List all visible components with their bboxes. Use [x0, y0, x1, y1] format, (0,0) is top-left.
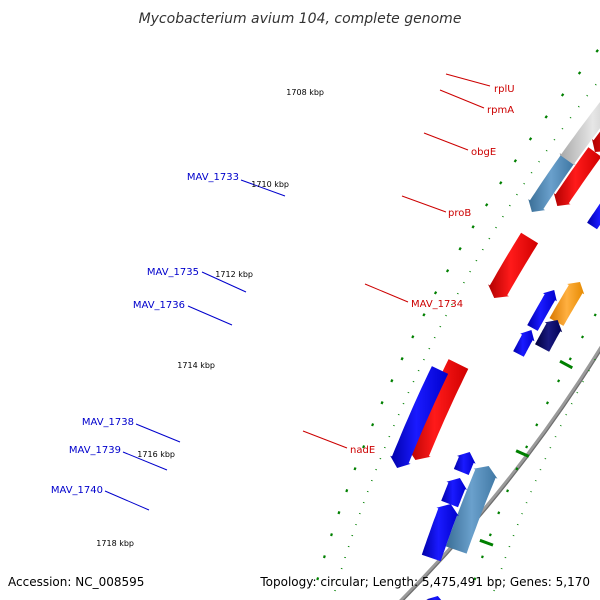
gene-label-proB[interactable]: proB	[448, 208, 471, 219]
kbp-label-1714: 1714 kbp	[177, 361, 215, 370]
gene-nadE-red	[406, 359, 469, 460]
gene-MAV_1736-blue	[513, 330, 535, 357]
gene-label-MAV_1740[interactable]: MAV_1740	[51, 485, 103, 496]
forward-gene-labels: rplU rpmA obgE proB MAV_1734 nadE	[350, 84, 515, 456]
gene-proB-steel	[528, 155, 574, 212]
inner-tick-track	[473, 313, 597, 581]
outer-minor-ticks	[334, 83, 597, 592]
gene-label-MAV_1736[interactable]: MAV_1736	[133, 300, 185, 311]
connector-minus-0	[240, 179, 286, 197]
connector-plus-5	[302, 430, 348, 449]
gene-MAV_1735-orange	[549, 282, 585, 326]
kbp-tick-5	[479, 538, 494, 547]
gene-MAV_1735-blue	[527, 290, 557, 331]
gene-obgE-gray	[559, 102, 600, 166]
connector-plus-2	[423, 132, 469, 151]
gene-label-MAV_1735[interactable]: MAV_1735	[147, 267, 199, 278]
gene-MAV_1740-steel	[445, 466, 498, 554]
connector-plus-4	[364, 283, 409, 303]
kbp-tick-3	[559, 359, 574, 370]
connector-minus-2	[187, 305, 233, 326]
gene-MAV_1733-blue	[587, 203, 600, 230]
kbp-label-1708: 1708 kbp	[286, 88, 324, 97]
connector-minus-5	[104, 490, 150, 511]
gene-MAV_1739-blue	[441, 478, 467, 508]
gene-bottom-blue	[426, 596, 442, 600]
connector-plus-1	[439, 89, 485, 109]
label-connectors	[104, 73, 491, 511]
gene-MAV_1740-blue	[421, 504, 459, 562]
gene-obgE-arrow	[592, 131, 600, 152]
reverse-strand-features	[421, 203, 600, 600]
gene-label-nadE[interactable]: nadE	[350, 445, 375, 456]
gene-label-MAV_1738[interactable]: MAV_1738	[82, 417, 134, 428]
kbp-axis-labels: 1708 kbp 1710 kbp 1712 kbp 1714 kbp 1716…	[96, 88, 324, 548]
inner-minor-ticks	[493, 358, 596, 592]
genome-summary-text: Topology: circular; Length: 5,475,491 bp…	[259, 575, 590, 589]
connector-minus-4	[122, 451, 168, 471]
kbp-label-1718: 1718 kbp	[96, 539, 134, 548]
connector-plus-0	[445, 73, 491, 87]
tick-marks	[316, 49, 599, 592]
connector-minus-3	[135, 423, 181, 443]
connector-minus-1	[201, 271, 247, 293]
gene-nadE-blue	[390, 366, 449, 468]
kbp-label-1710: 1710 kbp	[251, 180, 289, 189]
accession-text: Accession: NC_008595	[8, 575, 144, 589]
gene-proB-arrow	[553, 147, 600, 206]
gene-label-MAV_1733[interactable]: MAV_1733	[187, 172, 239, 183]
kbp-label-1712: 1712 kbp	[215, 270, 253, 279]
gene-label-rpmA[interactable]: rpmA	[487, 105, 514, 116]
gene-MAV_1734-arrow	[488, 232, 539, 298]
gene-label-obgE[interactable]: obgE	[471, 147, 496, 158]
gene-MAV_1736-navy	[535, 320, 563, 352]
gene-MAV_1738-blue	[453, 452, 476, 475]
reverse-gene-labels: MAV_1733 MAV_1735 MAV_1736 MAV_1738 MAV_…	[51, 172, 239, 496]
genome-title: Mycobacterium avium 104, complete genome	[139, 11, 462, 27]
gene-label-MAV_1739[interactable]: MAV_1739	[69, 445, 121, 456]
gene-label-MAV_1734[interactable]: MAV_1734	[411, 299, 463, 310]
gene-label-rplU[interactable]: rplU	[494, 84, 515, 95]
connector-plus-3	[401, 195, 447, 213]
outer-tick-track	[316, 49, 599, 581]
kbp-label-1716: 1716 kbp	[137, 450, 175, 459]
kbp-tick-4	[515, 449, 530, 458]
forward-strand-features	[390, 102, 600, 468]
